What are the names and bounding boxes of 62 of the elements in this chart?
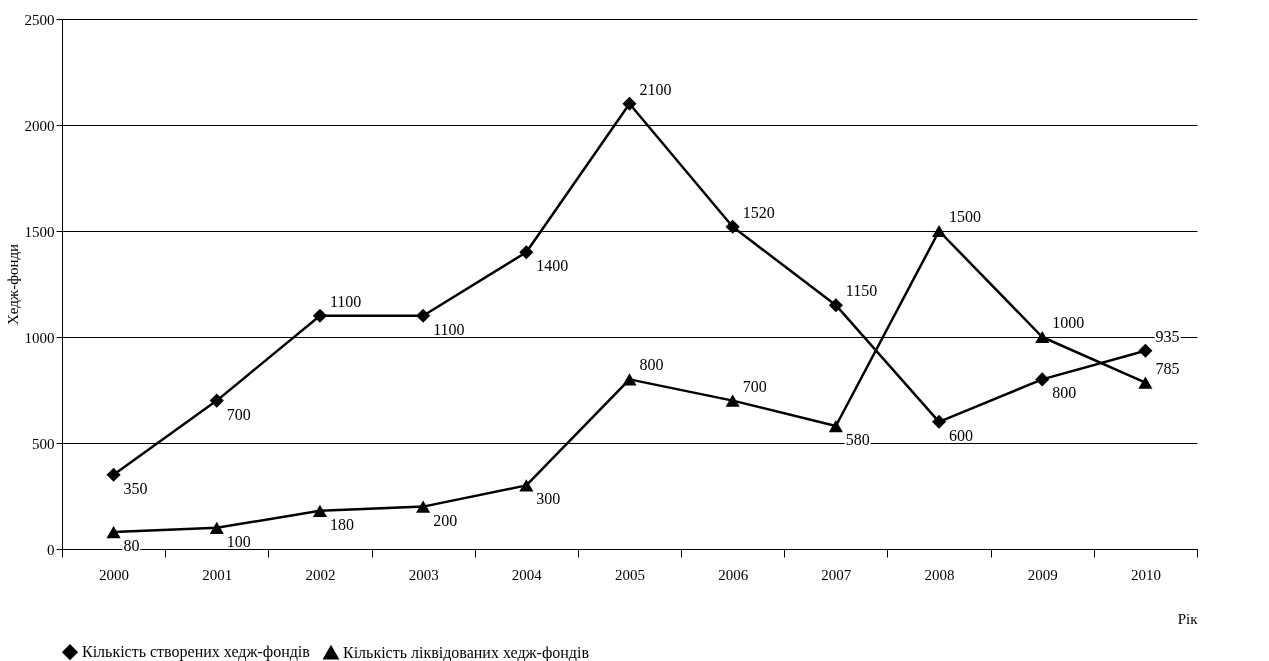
point <box>106 467 121 482</box>
point <box>1035 330 1050 344</box>
x-tick-label: 2006 <box>718 566 749 583</box>
data-label: 1100 <box>329 292 362 310</box>
point <box>622 96 637 111</box>
point <box>931 224 947 238</box>
point <box>725 219 740 234</box>
data-label: 300 <box>536 490 561 508</box>
point <box>931 414 947 429</box>
point <box>416 308 431 323</box>
data-label: 800 <box>639 356 664 374</box>
data-label: 1100 <box>433 320 465 338</box>
point <box>1138 376 1153 389</box>
data-label: 1150 <box>845 282 878 300</box>
point <box>1138 343 1153 358</box>
y-tick-label: 0 <box>47 541 55 558</box>
y-tick-label: 2500 <box>24 11 55 28</box>
y-tick-label: 2000 <box>24 117 55 134</box>
x-tick-label: 2007 <box>821 566 852 583</box>
data-label: 1400 <box>536 257 569 275</box>
data-label: 700 <box>226 405 251 423</box>
point <box>312 308 328 323</box>
point <box>725 394 740 407</box>
point <box>622 373 637 386</box>
x-tick-label: 2009 <box>1027 566 1058 583</box>
point <box>416 500 431 513</box>
point <box>519 245 534 260</box>
y-tick-label: 1000 <box>24 329 55 346</box>
point <box>312 504 328 517</box>
data-label: 200 <box>433 511 458 529</box>
y-tick-label: 1500 <box>24 223 55 240</box>
legend-label: Кількість ліквідованих хедж-фондів <box>343 643 590 661</box>
point <box>828 298 843 313</box>
x-tick-label: 2003 <box>408 566 439 583</box>
data-label: 1500 <box>949 208 982 225</box>
y-axis-title: Хедж-фонди <box>4 243 21 326</box>
x-tick-label: 2004 <box>511 566 543 583</box>
data-label: 700 <box>742 377 767 395</box>
point <box>209 521 224 534</box>
x-axis-title: Рік <box>1177 610 1199 627</box>
point <box>828 419 843 433</box>
data-label: 2100 <box>639 80 672 98</box>
point <box>519 479 534 492</box>
x-tick-label: 2000 <box>99 566 130 583</box>
point <box>1035 372 1050 387</box>
x-tick-label: 2010 <box>1130 566 1161 583</box>
data-label: 600 <box>949 426 974 444</box>
x-tick-label: 2002 <box>305 566 336 583</box>
data-label: 180 <box>329 515 354 533</box>
x-tick-label: 2005 <box>615 566 645 583</box>
data-label: 100 <box>226 532 251 550</box>
data-label: 800 <box>1052 384 1077 402</box>
x-tick-label: 2001 <box>202 566 233 583</box>
data-label: 1000 <box>1052 314 1085 331</box>
point <box>209 393 224 408</box>
legend-label: Кількість створених хедж-фондів <box>82 643 311 661</box>
data-label: 350 <box>123 479 148 497</box>
x-tick-label: 2008 <box>924 566 955 583</box>
data-label: 1520 <box>742 203 775 221</box>
point <box>106 525 121 539</box>
y-tick-label: 500 <box>32 435 55 452</box>
data-label: 785 <box>1155 359 1180 377</box>
